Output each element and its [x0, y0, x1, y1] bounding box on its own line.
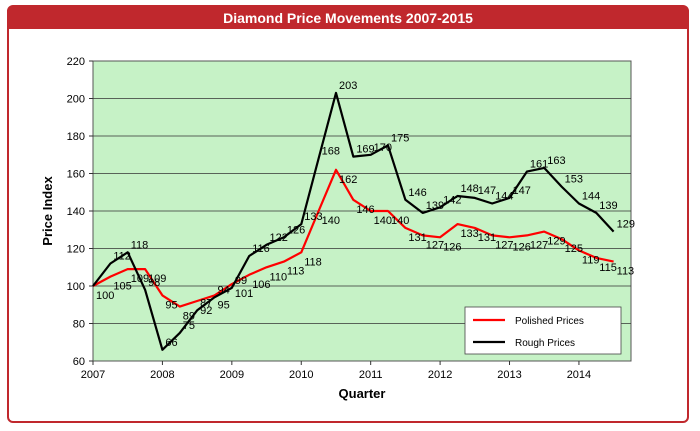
chart-title: Diamond Price Movements 2007-2015: [9, 7, 687, 29]
rough-prices-data-label: 126: [287, 224, 305, 236]
polished-prices-data-label: 129: [547, 236, 565, 248]
polished-prices-data-label: 110: [270, 271, 288, 283]
rough-prices-data-label: 153: [565, 174, 583, 186]
polished-prices-data-label: 127: [426, 239, 444, 251]
polished-prices-data-label: 109: [131, 273, 149, 285]
rough-prices-data-label: 122: [270, 232, 288, 244]
polished-prices-data-label: 101: [235, 288, 253, 300]
x-tick-label: 2014: [567, 369, 591, 381]
y-tick-label: 200: [67, 94, 85, 106]
polished-prices-data-label: 125: [565, 243, 583, 255]
y-tick-label: 80: [73, 319, 85, 331]
x-tick-label: 2011: [359, 369, 383, 381]
rough-prices-data-label: 129: [617, 219, 635, 231]
polished-prices-data-label: 105: [113, 281, 131, 293]
polished-prices-data-label: 89: [183, 311, 195, 323]
polished-prices-line: [92, 168, 614, 308]
rough-prices-data-label: 168: [322, 146, 340, 158]
polished-prices-data-label: 92: [200, 305, 212, 317]
rough-prices-data-label: 144: [582, 191, 600, 203]
x-axis-label: Quarter: [339, 386, 386, 401]
rough-prices-data-label: 147: [513, 185, 531, 197]
polished-prices-data-label: 146: [356, 204, 374, 216]
polished-prices-data-label: 140: [374, 215, 392, 227]
rough-prices-data-label: 133: [304, 211, 322, 223]
rough-prices-line: [92, 91, 615, 351]
polished-prices-data-label: 126: [513, 241, 531, 253]
rough-prices-data-label: 148: [460, 183, 478, 195]
polished-prices-data-label: 106: [252, 279, 270, 291]
polished-prices-data-label: 100: [96, 290, 114, 302]
polished-prices-data-label: 127: [495, 239, 513, 251]
rough-prices-data-label: 94: [217, 284, 229, 296]
y-tick-label: 100: [67, 281, 85, 293]
rough-prices-data-label: 75: [183, 320, 195, 332]
rough-prices-data-label: 118: [131, 239, 149, 251]
series-lines: [92, 91, 615, 351]
polished-prices-data-label: 140: [391, 215, 409, 227]
rough-prices-data-label: 175: [391, 132, 409, 144]
x-tick-label: 2013: [497, 369, 521, 381]
rough-prices-data-label: 139: [426, 200, 444, 212]
rough-prices-data-label: 170: [374, 142, 392, 154]
y-tick-label: 160: [67, 169, 85, 181]
rough-prices-data-label: 87: [200, 297, 212, 309]
polished-prices-data-label: 115: [599, 262, 617, 274]
legend-box: [464, 306, 622, 355]
polished-prices-data-label: 119: [582, 254, 600, 266]
polished-prices-data-label: 162: [339, 174, 357, 186]
y-tick-label: 180: [67, 131, 85, 143]
y-tick-label: 220: [67, 56, 85, 68]
y-tick-label: 60: [73, 356, 85, 368]
x-tick-label: 2009: [220, 369, 244, 381]
polished-prices-data-label: 118: [304, 256, 322, 268]
polished-prices-data-label: 113: [287, 266, 305, 278]
rough-prices-data-label: 163: [547, 155, 565, 167]
rough-prices-data-label: 116: [252, 243, 270, 255]
rough-prices-data-label: 161: [530, 159, 548, 171]
x-tick-label: 2012: [428, 369, 452, 381]
legend: Polished Prices Rough Prices: [464, 306, 622, 355]
rough-prices-data-label: 139: [599, 200, 617, 212]
rough-prices-data-label: 99: [235, 275, 247, 287]
polished-prices-data-label: 131: [478, 232, 496, 244]
polished-prices-legend-label: Polished Prices: [515, 316, 584, 327]
polished-prices-data-label: 140: [322, 215, 340, 227]
x-tick-label: 2007: [81, 369, 105, 381]
rough-prices-data-label: 98: [148, 277, 160, 289]
y-axis-label: Price Index: [40, 176, 55, 246]
polished-prices-data-label: 113: [617, 266, 635, 278]
rough-prices-legend-label: Rough Prices: [515, 338, 575, 349]
polished-prices-data-label: 109: [148, 273, 166, 285]
rough-prices-data-label: 66: [165, 337, 177, 349]
polished-prices-data-label: 131: [408, 232, 426, 244]
rough-prices-data-label: 112: [113, 251, 131, 263]
rough-prices-data-label: 146: [408, 187, 426, 199]
polished-prices-data-label: 126: [443, 241, 461, 253]
y-tick-label: 140: [67, 206, 85, 218]
x-tick-label: 2010: [289, 369, 313, 381]
rough-prices-data-label: 142: [443, 194, 461, 206]
y-axis-ticks: 60 80 100 120 140 160 180 200 220: [67, 56, 93, 368]
x-tick-label: 2008: [150, 369, 174, 381]
polished-prices-data-label: 95: [165, 299, 177, 311]
x-axis-ticks: 2007 2008 2009 2010 2011 2012 2013 2014: [81, 361, 591, 381]
rough-prices-data-label: 147: [478, 185, 496, 197]
polished-prices-data-label: 127: [530, 239, 548, 251]
rough-prices-data-label: 203: [339, 80, 357, 92]
rough-prices-data-label: 169: [356, 144, 374, 156]
rough-prices-data-label: 144: [495, 191, 513, 203]
y-tick-label: 120: [67, 244, 85, 256]
polished-prices-data-label: 95: [217, 299, 229, 311]
polished-prices-data-label: 133: [460, 228, 478, 240]
